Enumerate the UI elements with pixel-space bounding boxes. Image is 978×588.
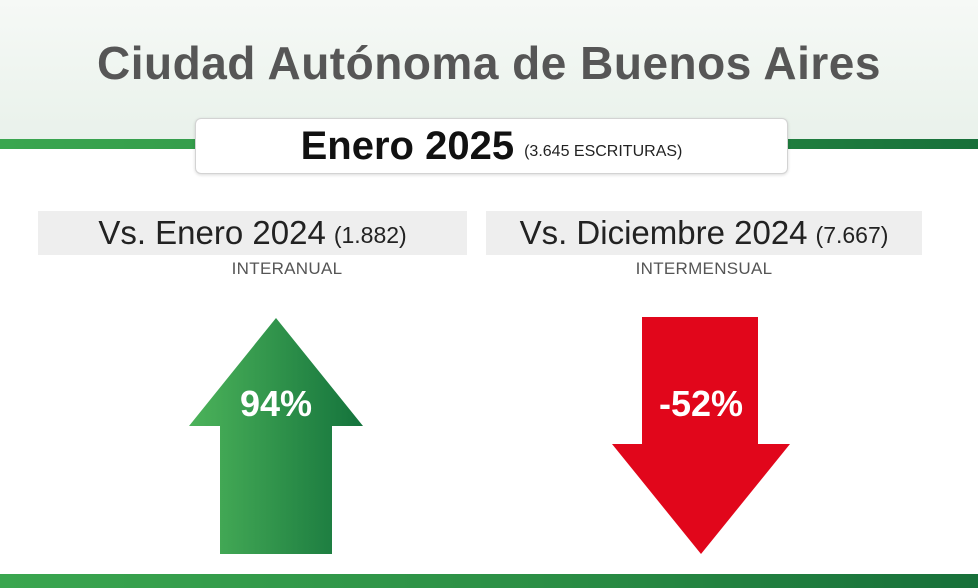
period-label: Enero 2025 [300,123,515,168]
comparison-type-interanual: INTERANUAL [231,259,343,278]
comparison-count: (7.667) [815,221,889,248]
period-box: Enero 2025 (3.645 ESCRITURAS) [195,118,788,174]
page-title: Ciudad Autónoma de Buenos Aires [97,37,881,89]
comparison-type-intermensual: INTERMENSUAL [635,259,773,278]
comparison-label: Vs. Enero 2024 [98,214,326,251]
change-percent-intermensual: -52% [658,383,744,424]
arrow-up-icon [189,318,363,554]
comparison-label: Vs. Diciembre 2024 [519,214,808,251]
footer-accent-line [0,574,978,588]
comparison-count: (1.882) [333,221,407,248]
period-count: (3.645 ESCRITURAS) [524,143,683,160]
change-percent-interanual: 94% [239,383,313,424]
arrow-down-icon [612,317,790,554]
comparison-box-intermensual: Vs. Diciembre 2024 (7.667) [486,211,922,255]
comparison-box-interanual: Vs. Enero 2024 (1.882) [38,211,467,255]
